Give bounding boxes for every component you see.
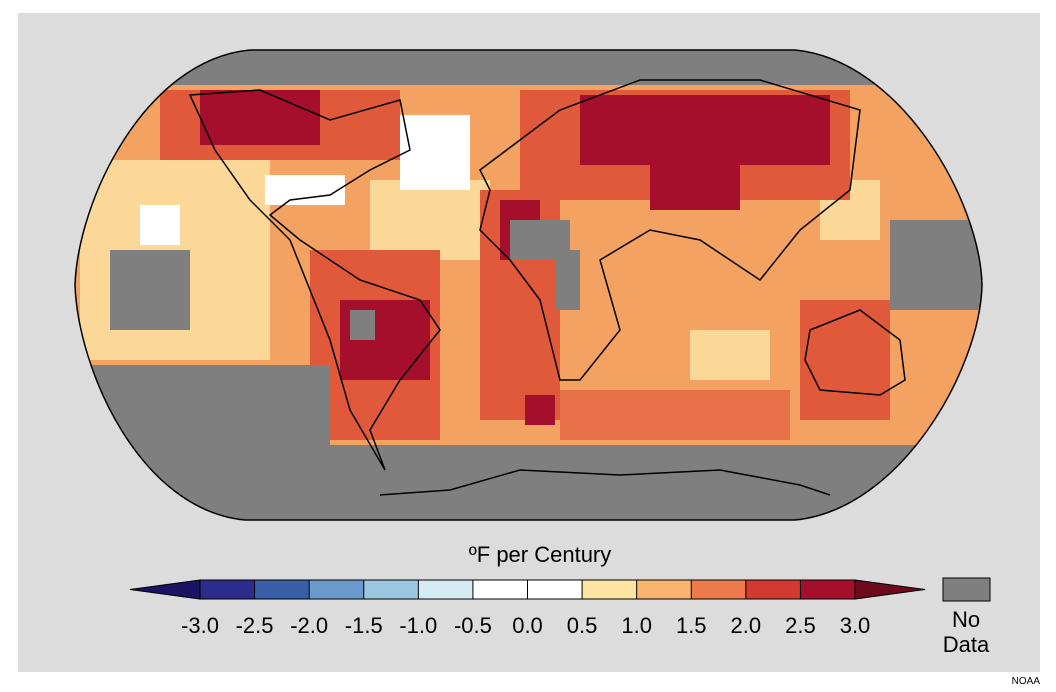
color-bin	[309, 580, 364, 599]
color-bin	[418, 580, 473, 599]
color-bin	[472, 580, 528, 599]
legend-title: ºF per Century	[469, 542, 612, 567]
color-bin	[254, 580, 310, 599]
color-bin	[200, 580, 255, 599]
tick-label: 1.0	[621, 613, 652, 638]
color-bin	[582, 580, 637, 599]
color-bin	[745, 580, 801, 599]
tick-label: -1.0	[399, 613, 437, 638]
credit: NOAA	[1012, 676, 1041, 687]
tick-label: -1.5	[345, 613, 383, 638]
tick-label: 2.5	[785, 613, 816, 638]
map	[75, 50, 982, 520]
tick-label: 0.0	[512, 613, 543, 638]
tick-label: -3.0	[181, 613, 219, 638]
map-outline	[74, 49, 983, 521]
color-bin	[800, 580, 855, 599]
color-bin	[636, 580, 692, 599]
tick-label: 1.5	[676, 613, 707, 638]
color-bin	[527, 580, 583, 599]
no-data-swatch	[942, 577, 991, 602]
color-bin	[363, 580, 419, 599]
no-data-label: Data	[943, 632, 990, 657]
tick-label: 2.0	[731, 613, 762, 638]
tick-label: 3.0	[840, 613, 871, 638]
tick-label: 0.5	[567, 613, 598, 638]
tick-label: -2.0	[290, 613, 328, 638]
color-bin	[691, 580, 746, 599]
tick-label: -2.5	[236, 613, 274, 638]
tick-label: -0.5	[454, 613, 492, 638]
no-data-label: No	[952, 607, 980, 632]
